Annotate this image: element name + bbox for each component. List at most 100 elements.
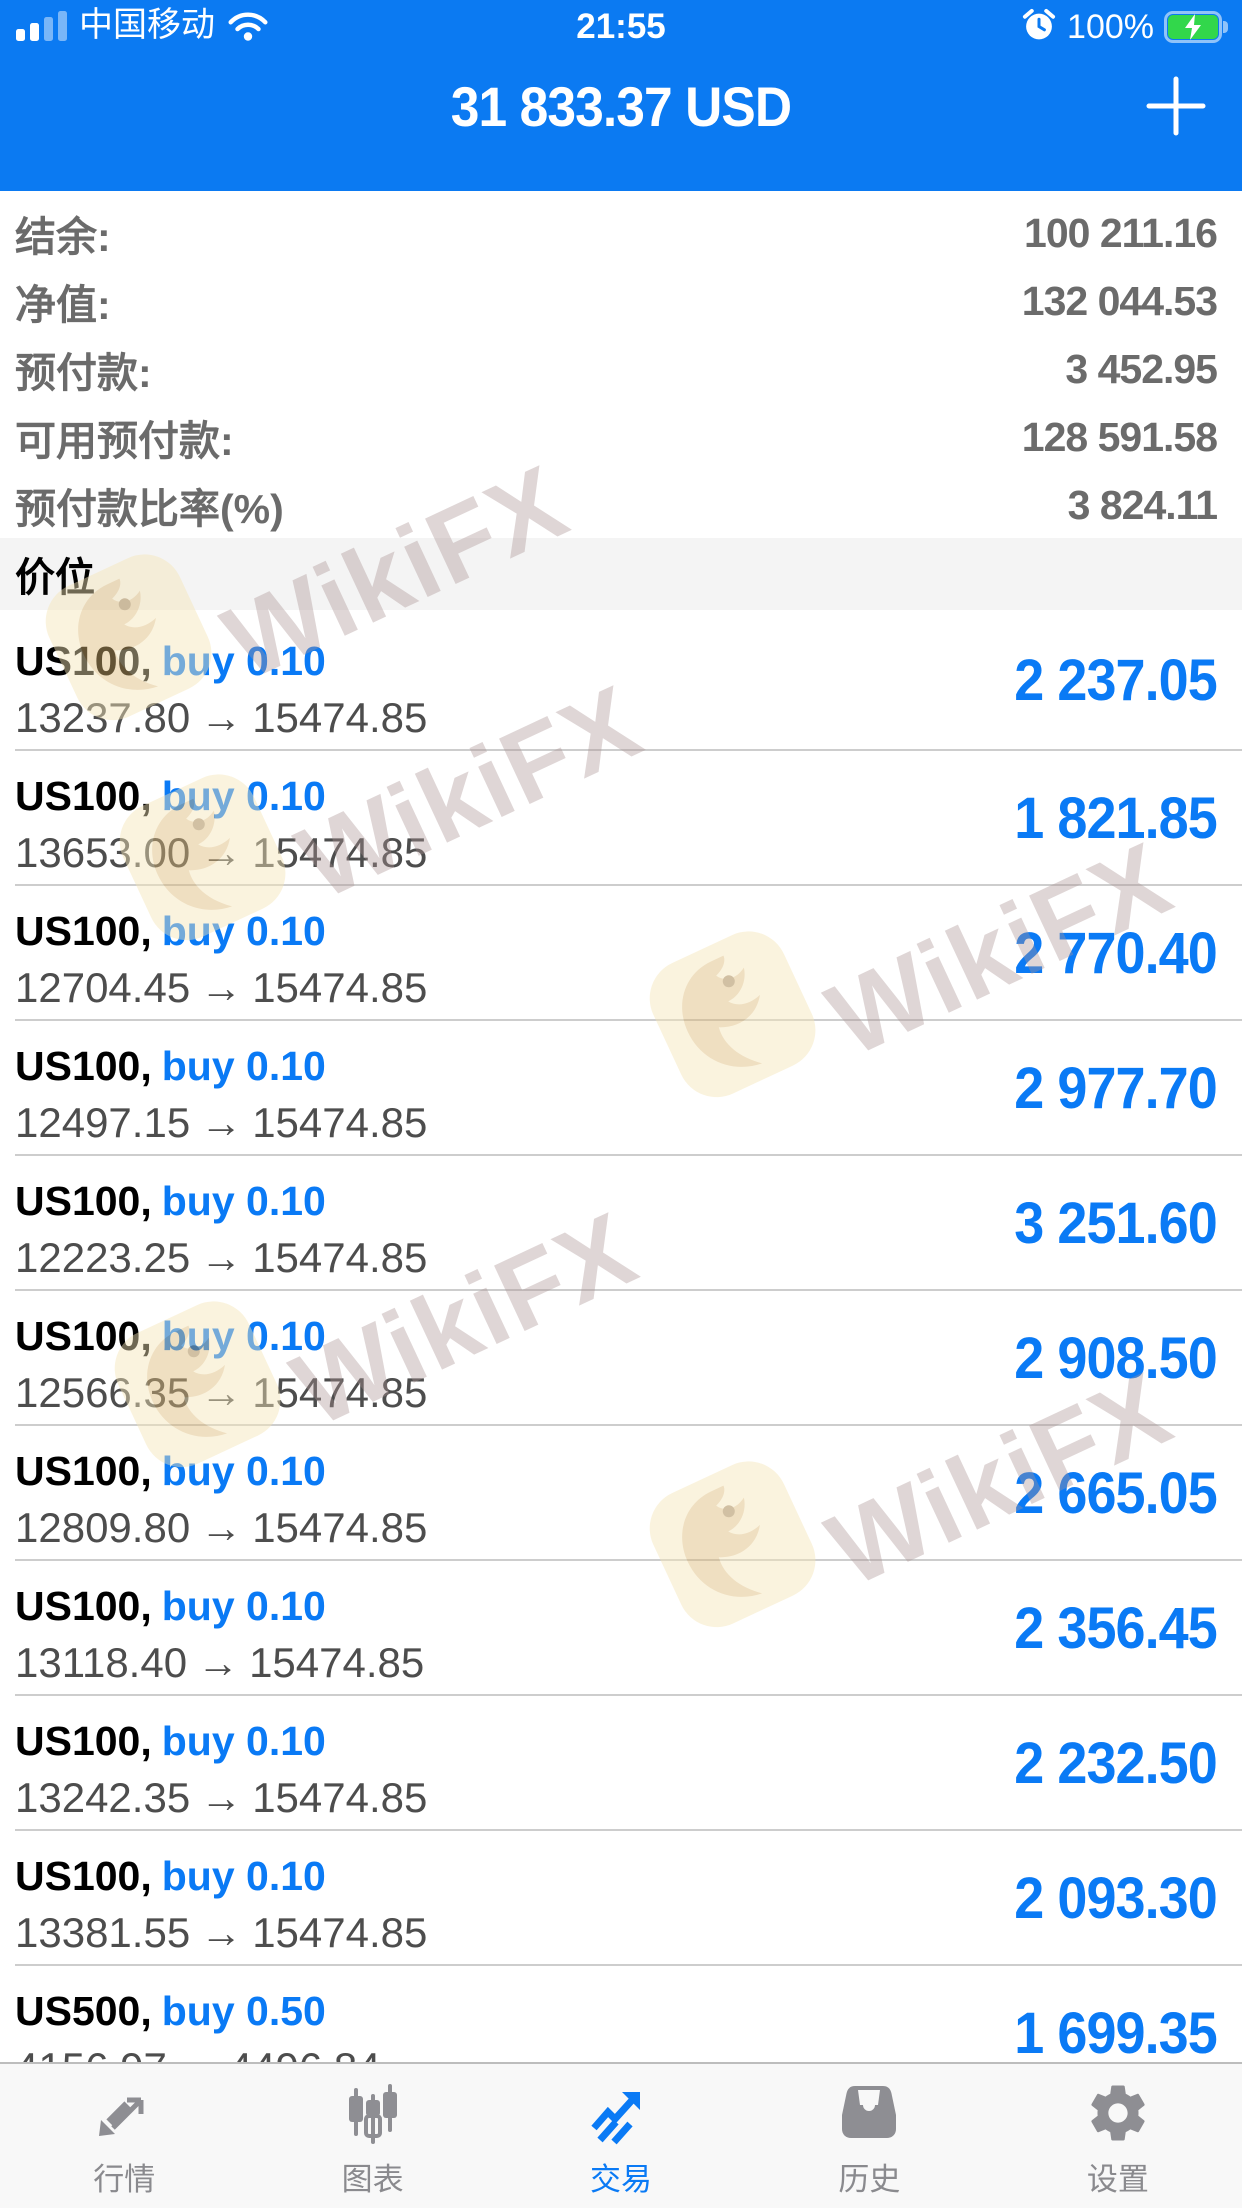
alarm-icon: [1021, 7, 1057, 48]
arrow-right-icon: →: [200, 694, 243, 741]
current-price: 15474.85: [252, 1909, 428, 1956]
open-price: 13118.40: [15, 1639, 188, 1686]
arrow-right-icon: →: [200, 1504, 243, 1551]
position-symbol: US100,: [15, 1178, 152, 1224]
arrow-right-icon: →: [177, 2044, 219, 2062]
position-row[interactable]: US500,buy 0.50 4156.97 → 4496.84 1 699.35: [0, 1966, 1242, 2062]
position-symbol: US100,: [15, 1448, 152, 1494]
arrow-right-icon: →: [200, 829, 243, 876]
positions-section-header: 价位: [0, 538, 1242, 610]
position-row[interactable]: US100, buy 0.10 13653.00 → 15474.85 1 821.8…: [0, 751, 1242, 886]
tab-trade[interactable]: 交易: [497, 2064, 745, 2208]
arrow-right-icon: →: [200, 1369, 243, 1416]
trade-icon: [584, 2076, 658, 2150]
free-margin-value: 128 591.58: [1021, 413, 1218, 460]
current-price: 15474.85: [249, 1639, 425, 1686]
margin-level-label: 预付款比率(%): [15, 486, 284, 532]
arrow-right-icon: →: [200, 1099, 243, 1146]
position-side-volume: buy 0.10: [161, 1583, 326, 1629]
summary-row-margin-level: 预付款比率(%) 3 824.11: [0, 471, 1242, 539]
position-profit: 2 977.70: [1014, 1056, 1217, 1121]
tab-history-label: 历史: [838, 2162, 901, 2197]
position-side-volume: buy 0.10: [161, 1043, 326, 1089]
position-row[interactable]: US100, buy 0.10 12809.80 → 15474.85 2 665.0…: [0, 1426, 1242, 1561]
open-price: 12497.15: [15, 1099, 191, 1146]
carrier-label: 中国移动: [79, 6, 215, 44]
position-profit: 1 821.85: [1014, 786, 1217, 851]
quotes-icon: [87, 2076, 161, 2150]
position-profit: 2 237.05: [1014, 648, 1217, 713]
current-price: 15474.85: [252, 1504, 428, 1551]
open-price: 13237.80: [15, 694, 191, 741]
position-side-volume: buy 0.10: [161, 908, 326, 954]
positions-section-title: 价位: [15, 556, 95, 600]
position-row[interactable]: US100, buy 0.10 12704.45 → 15474.85 2 770.4…: [0, 886, 1242, 1021]
battery-percent-label: 100%: [1067, 7, 1154, 46]
arrow-right-icon: →: [197, 1639, 240, 1686]
position-row[interactable]: US100, buy 0.10 12223.25 → 15474.85 3 251.6…: [0, 1156, 1242, 1291]
tab-quotes-label: 行情: [93, 2162, 156, 2197]
position-symbol: US100,: [15, 1043, 152, 1089]
tab-charts[interactable]: 图表: [248, 2064, 496, 2208]
status-bar: 中国移动 21:55 100%: [0, 0, 1242, 54]
wifi-icon: [227, 9, 269, 48]
position-profit: 2 232.50: [1014, 1731, 1217, 1796]
position-profit: 1 699.35: [1014, 2001, 1217, 2062]
current-price: 15474.85: [252, 1099, 428, 1146]
header-area: 中国移动 21:55 100%: [0, 0, 1242, 191]
add-order-button[interactable]: [1136, 58, 1216, 154]
open-price: 12704.45: [15, 964, 191, 1011]
open-price: 12566.35: [15, 1369, 191, 1416]
position-row[interactable]: US100, buy 0.10 13381.55 → 15474.85 2 093.3…: [0, 1831, 1242, 1966]
position-side-volume: buy 0.10: [161, 1853, 326, 1899]
open-price: 13381.55: [15, 1909, 191, 1956]
position-profit: 2 356.45: [1014, 1596, 1217, 1661]
arrow-right-icon: →: [200, 1774, 243, 1821]
tab-trade-label: 交易: [590, 2162, 653, 2197]
position-side-volume: buy 0.10: [161, 1448, 326, 1494]
tab-quotes[interactable]: 行情: [0, 2064, 248, 2208]
cellular-signal-icon: [16, 11, 67, 41]
page-title-total-profit: 31 833.37 USD: [450, 74, 792, 138]
clock-time: 21:55: [576, 7, 666, 46]
position-symbol: US100,: [15, 638, 152, 684]
position-side-volume: buy 0.10: [161, 773, 326, 819]
current-price: 15474.85: [252, 1774, 428, 1821]
tab-settings-label: 设置: [1086, 2162, 1149, 2197]
open-price: 13242.35: [15, 1774, 191, 1821]
position-profit: 3 251.60: [1014, 1191, 1217, 1256]
balance-label: 结余:: [15, 214, 111, 260]
position-symbol: US100,: [15, 1313, 152, 1359]
position-profit: 2 770.40: [1014, 921, 1217, 986]
margin-label: 预付款:: [15, 350, 152, 396]
position-row[interactable]: US100, buy 0.10 13237.80 → 15474.85 2 237.0…: [0, 610, 1242, 751]
summary-row-free-margin: 可用预付款: 128 591.58: [0, 403, 1242, 471]
settings-icon: [1081, 2076, 1155, 2150]
position-row[interactable]: US100, buy 0.10 13242.35 → 15474.85 2 232.5…: [0, 1696, 1242, 1831]
position-profit: 2 908.50: [1014, 1326, 1217, 1391]
position-symbol: US100,: [15, 773, 152, 819]
position-row[interactable]: US100, buy 0.10 12497.15 → 15474.85 2 977.7…: [0, 1021, 1242, 1156]
equity-label: 净值:: [15, 282, 111, 328]
tab-settings[interactable]: 设置: [994, 2064, 1242, 2208]
current-price: 15474.85: [252, 829, 428, 876]
position-row[interactable]: US100, buy 0.10 12566.35 → 15474.85 2 908.5…: [0, 1291, 1242, 1426]
bottom-tab-bar: 行情 图表 交易: [0, 2062, 1242, 2208]
positions-list: US100, buy 0.10 13237.80 → 15474.85 2 237.0…: [0, 610, 1242, 2062]
position-row[interactable]: US100, buy 0.10 13118.40 → 15474.85 2 356.4…: [0, 1561, 1242, 1696]
open-price: 12223.25: [15, 1234, 191, 1281]
tab-history[interactable]: 历史: [745, 2064, 993, 2208]
current-price: 4496.84: [229, 2044, 381, 2062]
position-side-volume: buy 0.10: [161, 1178, 326, 1224]
summary-row-margin: 预付款: 3 452.95: [0, 335, 1242, 403]
position-side-volume: buy 0.10: [161, 638, 326, 684]
current-price: 15474.85: [252, 694, 428, 741]
equity-value: 132 044.53: [1021, 277, 1218, 324]
margin-level-value: 3 824.11: [1067, 481, 1218, 528]
tab-charts-label: 图表: [341, 2162, 404, 2197]
position-symbol: US100,: [15, 1718, 152, 1764]
charts-icon: [336, 2076, 410, 2150]
arrow-right-icon: →: [200, 1234, 243, 1281]
summary-row-balance: 结余: 100 211.16: [0, 199, 1242, 267]
position-symbol: US100,: [15, 908, 152, 954]
